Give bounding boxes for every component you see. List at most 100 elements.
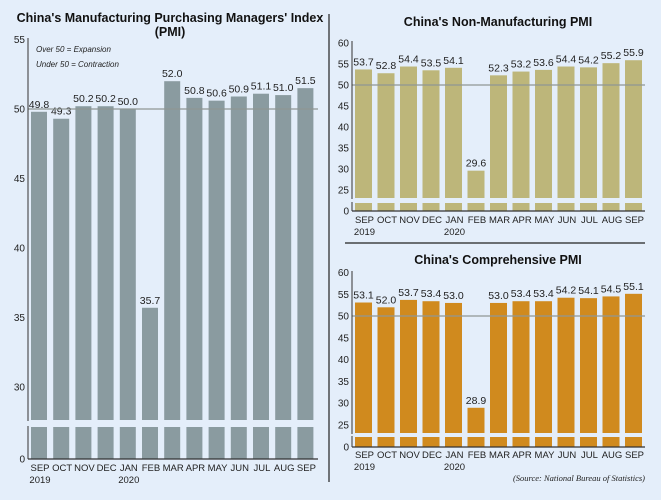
bar-base	[490, 437, 507, 447]
bar-value-label: 28.9	[466, 395, 487, 407]
bar	[490, 302, 507, 433]
bar-base	[512, 437, 530, 447]
bar-value-label: 54.2	[556, 285, 577, 297]
bar-value-label: 49.3	[51, 106, 72, 118]
bar	[445, 67, 462, 198]
x-tick-label: JUN	[558, 450, 577, 461]
bar-value-label: 50.2	[73, 93, 94, 105]
y-tick-label: 45	[14, 174, 26, 185]
bar-base	[355, 437, 372, 447]
x-tick-label: APR	[186, 463, 206, 474]
x-year-label: 2020	[444, 462, 465, 473]
y-tick-label: 0	[19, 455, 25, 466]
bar-base	[400, 203, 417, 211]
bar	[377, 73, 395, 198]
x-tick-label: MAR	[163, 463, 184, 474]
bar	[119, 109, 136, 420]
bar	[31, 111, 47, 420]
bar-base	[164, 427, 181, 459]
y-tick-label: 55	[14, 35, 26, 46]
bar	[535, 69, 552, 198]
x-tick-label: APR	[512, 215, 532, 226]
bar	[535, 301, 552, 433]
bar-value-label: 50.0	[118, 96, 139, 108]
x-tick-label: DEC	[422, 450, 442, 461]
bar	[422, 301, 440, 433]
bar-value-label: 50.9	[229, 83, 250, 95]
x-tick-label: MAY	[535, 450, 556, 461]
x-tick-label: NOV	[74, 463, 95, 474]
bar-value-label: 54.4	[556, 54, 577, 66]
bar-value-label: 54.5	[601, 283, 622, 295]
bar-base	[275, 427, 292, 459]
x-year-label: 2019	[354, 227, 375, 238]
bar-base	[208, 427, 225, 459]
bar-value-label: 52.0	[162, 68, 183, 80]
x-tick-label: SEP	[355, 215, 374, 226]
bar-base	[377, 437, 395, 447]
bar-value-label: 53.7	[353, 56, 374, 68]
bar	[297, 88, 314, 421]
bar-value-label: 54.1	[578, 285, 599, 297]
x-tick-label: SEP	[30, 463, 49, 474]
bar-value-label: 50.2	[95, 93, 116, 105]
bar-base	[142, 427, 158, 459]
bar-base	[445, 203, 462, 211]
x-tick-label: AUG	[274, 463, 295, 474]
x-tick-label: JAN	[120, 463, 138, 474]
x-tick-label: DEC	[422, 215, 442, 226]
bar-value-label: 52.0	[376, 294, 397, 306]
chart-title-line2: (PMI)	[155, 25, 186, 39]
x-year-label: 2020	[118, 475, 139, 486]
x-tick-label: JUN	[231, 463, 250, 474]
bar-value-label: 54.4	[398, 54, 419, 66]
bar	[580, 67, 597, 198]
bar-base	[535, 437, 552, 447]
y-tick-label: 0	[343, 443, 349, 454]
y-tick-label: 50	[338, 312, 350, 323]
bar-base	[580, 437, 597, 447]
bar-base	[467, 437, 485, 447]
bar-base	[119, 427, 136, 459]
bar-value-label: 54.2	[578, 54, 599, 66]
bar-base	[355, 203, 372, 211]
x-tick-label: SEP	[625, 215, 644, 226]
bar-value-label: 55.2	[601, 50, 622, 62]
bar-base	[297, 427, 314, 459]
bar-value-label: 29.6	[466, 158, 487, 170]
y-tick-label: 55	[338, 60, 350, 71]
bar	[355, 302, 372, 433]
bar-value-label: 50.8	[184, 85, 205, 97]
bar-base	[490, 203, 507, 211]
bar	[164, 81, 181, 420]
x-tick-label: NOV	[399, 450, 420, 461]
bar-value-label: 55.1	[623, 281, 644, 293]
x-tick-label: AUG	[602, 450, 623, 461]
bar-value-label: 53.4	[421, 288, 442, 300]
y-tick-label: 60	[338, 39, 350, 50]
bar-value-label: 53.0	[488, 290, 509, 302]
bar	[275, 95, 292, 420]
x-tick-label: JAN	[446, 450, 464, 461]
y-tick-label: 40	[338, 123, 350, 134]
x-year-label: 2019	[354, 462, 375, 473]
bar	[230, 96, 247, 421]
bar	[75, 106, 92, 420]
bar-base	[422, 437, 440, 447]
source-note: (Source: National Bureau of Statistics)	[513, 473, 645, 483]
bar-base	[377, 203, 395, 211]
bar-value-label: 51.0	[273, 82, 294, 94]
bar	[602, 296, 620, 433]
y-tick-label: 30	[338, 399, 350, 410]
x-tick-label: OCT	[377, 215, 397, 226]
bar-base	[557, 437, 575, 447]
bar	[580, 298, 597, 433]
bar	[467, 407, 485, 433]
bar	[355, 69, 372, 199]
y-tick-label: 45	[338, 102, 350, 113]
y-tick-label: 35	[338, 377, 350, 388]
y-tick-label: 40	[338, 355, 350, 366]
bar	[512, 301, 530, 433]
chart-title: China's Non-Manufacturing PMI	[404, 15, 592, 29]
bar-value-label: 54.1	[443, 55, 464, 67]
